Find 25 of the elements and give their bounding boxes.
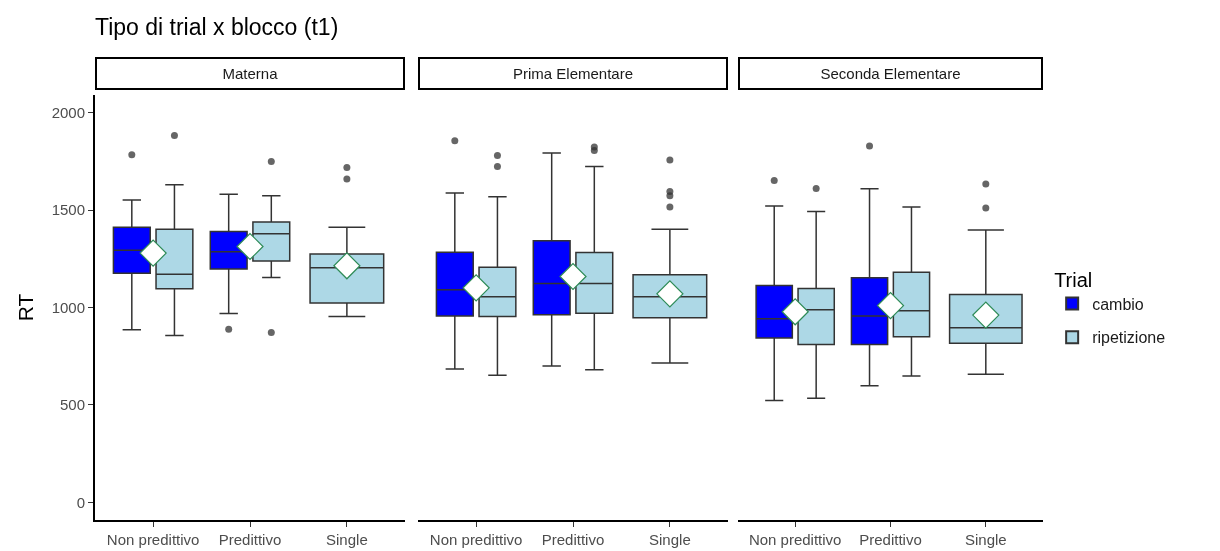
chart-subtitle: Prima Elementare <box>418 57 728 90</box>
y-tick-label: 1000 <box>51 298 85 316</box>
x-tick-label: Non predittivo <box>748 531 842 548</box>
y-tick-label: 0 <box>76 493 85 511</box>
x-tick-label: Predittivo <box>859 531 922 548</box>
legend-label: cambio <box>1092 295 1144 313</box>
x-tick-label: Predittivo <box>541 531 605 548</box>
chart-title: Tipo di trial x blocco (t1) <box>95 14 339 41</box>
y-tick-label: 1500 <box>51 201 85 219</box>
y-tick-label: 2000 <box>51 103 85 121</box>
y-tick-label: 500 <box>59 396 85 414</box>
x-tick-label: Non predittivo <box>106 531 200 548</box>
chart-subtitle: Materna <box>95 57 405 90</box>
y-axis-title: RT <box>14 293 38 322</box>
point <box>139 239 167 267</box>
x-tick-label: Single <box>649 531 691 548</box>
x-tick-label: Single <box>326 531 368 548</box>
x-tick-label: Non predittivo <box>429 531 523 548</box>
point <box>333 252 361 280</box>
x-tick-label: Single <box>964 531 1007 548</box>
legend-label: ripetizione <box>1092 329 1166 347</box>
x-tick-label: Predittivo <box>218 531 282 548</box>
point <box>236 232 264 261</box>
legend-title: Trial <box>1054 268 1093 291</box>
chart-subtitle: Seconda Elementare <box>738 57 1043 90</box>
